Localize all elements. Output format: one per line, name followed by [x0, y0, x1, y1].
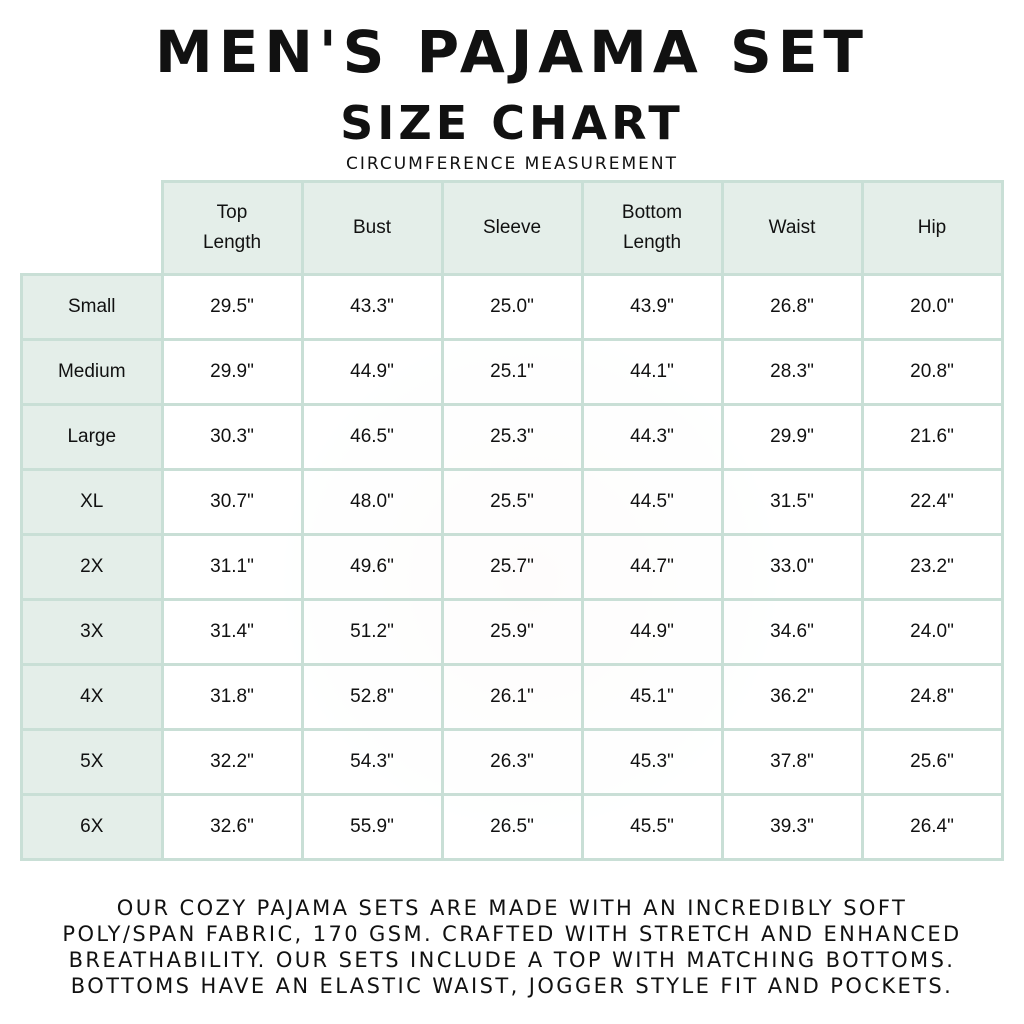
size-label: 3X	[20, 598, 164, 666]
size-label: 4X	[20, 663, 164, 731]
table-row: 3X 31.4" 51.2" 25.9" 44.9" 34.6" 24.0"	[20, 598, 1004, 666]
table-row: Small 29.5" 43.3" 25.0" 43.9" 26.8" 20.0"	[20, 273, 1004, 341]
measurement-cell: 39.3"	[720, 793, 864, 861]
size-label: 6X	[20, 793, 164, 861]
description-line: BREATHABILITY. OUR SETS INCLUDE A TOP WI…	[68, 948, 956, 972]
measurement-cell: 33.0"	[720, 533, 864, 601]
description-line: OUR COZY PAJAMA SETS ARE MADE WITH AN IN…	[116, 896, 908, 920]
measurement-cell: 24.8"	[860, 663, 1004, 731]
page-subtitle: SIZE CHART	[340, 96, 684, 150]
measurement-note: CIRCUMFERENCE MEASUREMENT	[346, 154, 678, 174]
measurement-cell: 25.9"	[440, 598, 584, 666]
measurement-cell: 32.6"	[160, 793, 304, 861]
measurement-cell: 43.3"	[300, 273, 444, 341]
measurement-cell: 20.8"	[860, 338, 1004, 406]
description-line: POLY/SPAN FABRIC, 170 GSM. CRAFTED WITH …	[62, 922, 962, 946]
measurement-cell: 26.8"	[720, 273, 864, 341]
description: OUR COZY PAJAMA SETS ARE MADE WITH AN IN…	[0, 895, 1024, 999]
measurement-cell: 36.2"	[720, 663, 864, 731]
measurement-cell: 48.0"	[300, 468, 444, 536]
measurement-cell: 31.4"	[160, 598, 304, 666]
measurement-cell: 24.0"	[860, 598, 1004, 666]
measurement-cell: 25.0"	[440, 273, 584, 341]
measurement-cell: 21.6"	[860, 403, 1004, 471]
measurement-cell: 25.6"	[860, 728, 1004, 796]
measurement-cell: 26.4"	[860, 793, 1004, 861]
measurement-cell: 22.4"	[860, 468, 1004, 536]
column-header: Waist	[720, 180, 864, 276]
measurement-cell: 31.5"	[720, 468, 864, 536]
measurement-cell: 45.5"	[580, 793, 724, 861]
measurement-cell: 28.3"	[720, 338, 864, 406]
table-row: Medium 29.9" 44.9" 25.1" 44.1" 28.3" 20.8"	[20, 338, 1004, 406]
measurement-cell: 26.5"	[440, 793, 584, 861]
measurement-cell: 32.2"	[160, 728, 304, 796]
table-row: 4X 31.8" 52.8" 26.1" 45.1" 36.2" 24.8"	[20, 663, 1004, 731]
measurement-cell: 29.9"	[160, 338, 304, 406]
table-row: 5X 32.2" 54.3" 26.3" 45.3" 37.8" 25.6"	[20, 728, 1004, 796]
measurement-cell: 31.8"	[160, 663, 304, 731]
size-label: XL	[20, 468, 164, 536]
measurement-cell: 45.1"	[580, 663, 724, 731]
measurement-cell: 29.5"	[160, 273, 304, 341]
table-row: XL 30.7" 48.0" 25.5" 44.5" 31.5" 22.4"	[20, 468, 1004, 536]
column-header: Hip	[860, 180, 1004, 276]
size-label: Large	[20, 403, 164, 471]
measurement-cell: 25.7"	[440, 533, 584, 601]
measurement-cell: 31.1"	[160, 533, 304, 601]
size-label: 2X	[20, 533, 164, 601]
measurement-cell: 44.9"	[580, 598, 724, 666]
measurement-cell: 25.3"	[440, 403, 584, 471]
column-header: Sleeve	[440, 180, 584, 276]
measurement-cell: 37.8"	[720, 728, 864, 796]
measurement-cell: 54.3"	[300, 728, 444, 796]
measurement-cell: 23.2"	[860, 533, 1004, 601]
measurement-cell: 44.9"	[300, 338, 444, 406]
table-row: 2X 31.1" 49.6" 25.7" 44.7" 33.0" 23.2"	[20, 533, 1004, 601]
measurement-cell: 49.6"	[300, 533, 444, 601]
measurement-cell: 29.9"	[720, 403, 864, 471]
column-header: Top Length	[160, 180, 304, 276]
measurement-cell: 44.7"	[580, 533, 724, 601]
table-row: Large 30.3" 46.5" 25.3" 44.3" 29.9" 21.6"	[20, 403, 1004, 471]
measurement-cell: 25.5"	[440, 468, 584, 536]
page-title: MEN'S PAJAMA SET	[155, 18, 869, 86]
measurement-cell: 20.0"	[860, 273, 1004, 341]
size-label: Medium	[20, 338, 164, 406]
measurement-cell: 25.1"	[440, 338, 584, 406]
measurement-cell: 51.2"	[300, 598, 444, 666]
measurement-cell: 44.5"	[580, 468, 724, 536]
measurement-cell: 44.1"	[580, 338, 724, 406]
measurement-cell: 26.3"	[440, 728, 584, 796]
description-line: BOTTOMS HAVE AN ELASTIC WAIST, JOGGER ST…	[70, 974, 954, 998]
corner-cell	[22, 182, 163, 275]
measurement-cell: 30.7"	[160, 468, 304, 536]
measurement-cell: 55.9"	[300, 793, 444, 861]
column-header: Bust	[300, 180, 444, 276]
measurement-cell: 34.6"	[720, 598, 864, 666]
measurement-cell: 26.1"	[440, 663, 584, 731]
measurement-cell: 30.3"	[160, 403, 304, 471]
size-label: Small	[20, 273, 164, 341]
measurement-cell: 43.9"	[580, 273, 724, 341]
column-header: Bottom Length	[580, 180, 724, 276]
header-row: Top Length Bust Sleeve Bottom Length Waist Hi…	[22, 180, 1004, 276]
measurement-cell: 46.5"	[300, 403, 444, 471]
measurement-cell: 52.8"	[300, 663, 444, 731]
measurement-cell: 44.3"	[580, 403, 724, 471]
measurement-cell: 45.3"	[580, 728, 724, 796]
size-label: 5X	[20, 728, 164, 796]
table-row: 6X 32.6" 55.9" 26.5" 45.5" 39.3" 26.4"	[20, 793, 1004, 861]
size-table: Top Length Bust Sleeve Bottom Length Waist Hi…	[20, 180, 1004, 861]
